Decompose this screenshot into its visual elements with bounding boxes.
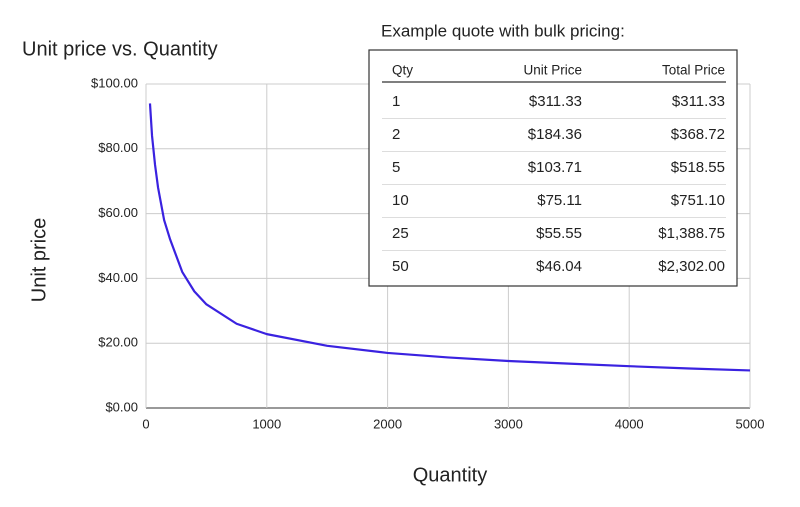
table-cell: 25 <box>392 225 409 242</box>
x-tick-label: 0 <box>142 416 149 431</box>
table-cell: 5 <box>392 159 400 176</box>
table-cell: $184.36 <box>528 126 582 143</box>
table-header: Qty <box>392 63 413 78</box>
table-cell: $75.11 <box>537 192 582 209</box>
table-header: Total Price <box>662 63 725 78</box>
table-cell: 10 <box>392 192 409 209</box>
x-tick-label: 5000 <box>736 416 765 431</box>
table-cell: $2,302.00 <box>658 258 725 275</box>
x-tick-label: 1000 <box>252 416 281 431</box>
table-header: Unit Price <box>523 63 582 78</box>
table-cell: $103.71 <box>528 159 582 176</box>
table-cell: $751.10 <box>671 192 725 209</box>
x-tick-label: 3000 <box>494 416 523 431</box>
table-cell: $1,388.75 <box>658 225 725 242</box>
y-tick-label: $80.00 <box>98 140 138 155</box>
x-axis-label: Quantity <box>413 464 487 486</box>
chart-title: Unit price vs. Quantity <box>22 38 218 60</box>
table-box <box>368 49 738 287</box>
table-cell: 2 <box>392 126 400 143</box>
quote-table: Example quote with bulk pricing: Qty Unit… <box>368 21 738 287</box>
table-cell: 1 <box>392 93 400 110</box>
y-tick-label: $60.00 <box>98 205 138 220</box>
table-cell: $55.55 <box>536 225 582 242</box>
table-cell: $518.55 <box>671 159 725 176</box>
y-axis-label: Unit price <box>28 218 50 302</box>
table-title: Example quote with bulk pricing: <box>381 21 625 40</box>
y-tick-label: $40.00 <box>98 270 138 285</box>
table-cell: $46.04 <box>536 258 582 275</box>
table-cell: $368.72 <box>671 126 725 143</box>
table-cell: $311.33 <box>672 93 725 110</box>
x-tick-label: 2000 <box>373 416 402 431</box>
x-tick-label: 4000 <box>615 416 644 431</box>
y-tick-label: $100.00 <box>91 75 138 90</box>
line <box>148 103 751 372</box>
y-tick-label: $0.00 <box>105 399 138 414</box>
table-cell: $311.33 <box>529 93 582 110</box>
table-cell: 50 <box>392 258 409 275</box>
y-tick-label: $20.00 <box>98 335 138 350</box>
